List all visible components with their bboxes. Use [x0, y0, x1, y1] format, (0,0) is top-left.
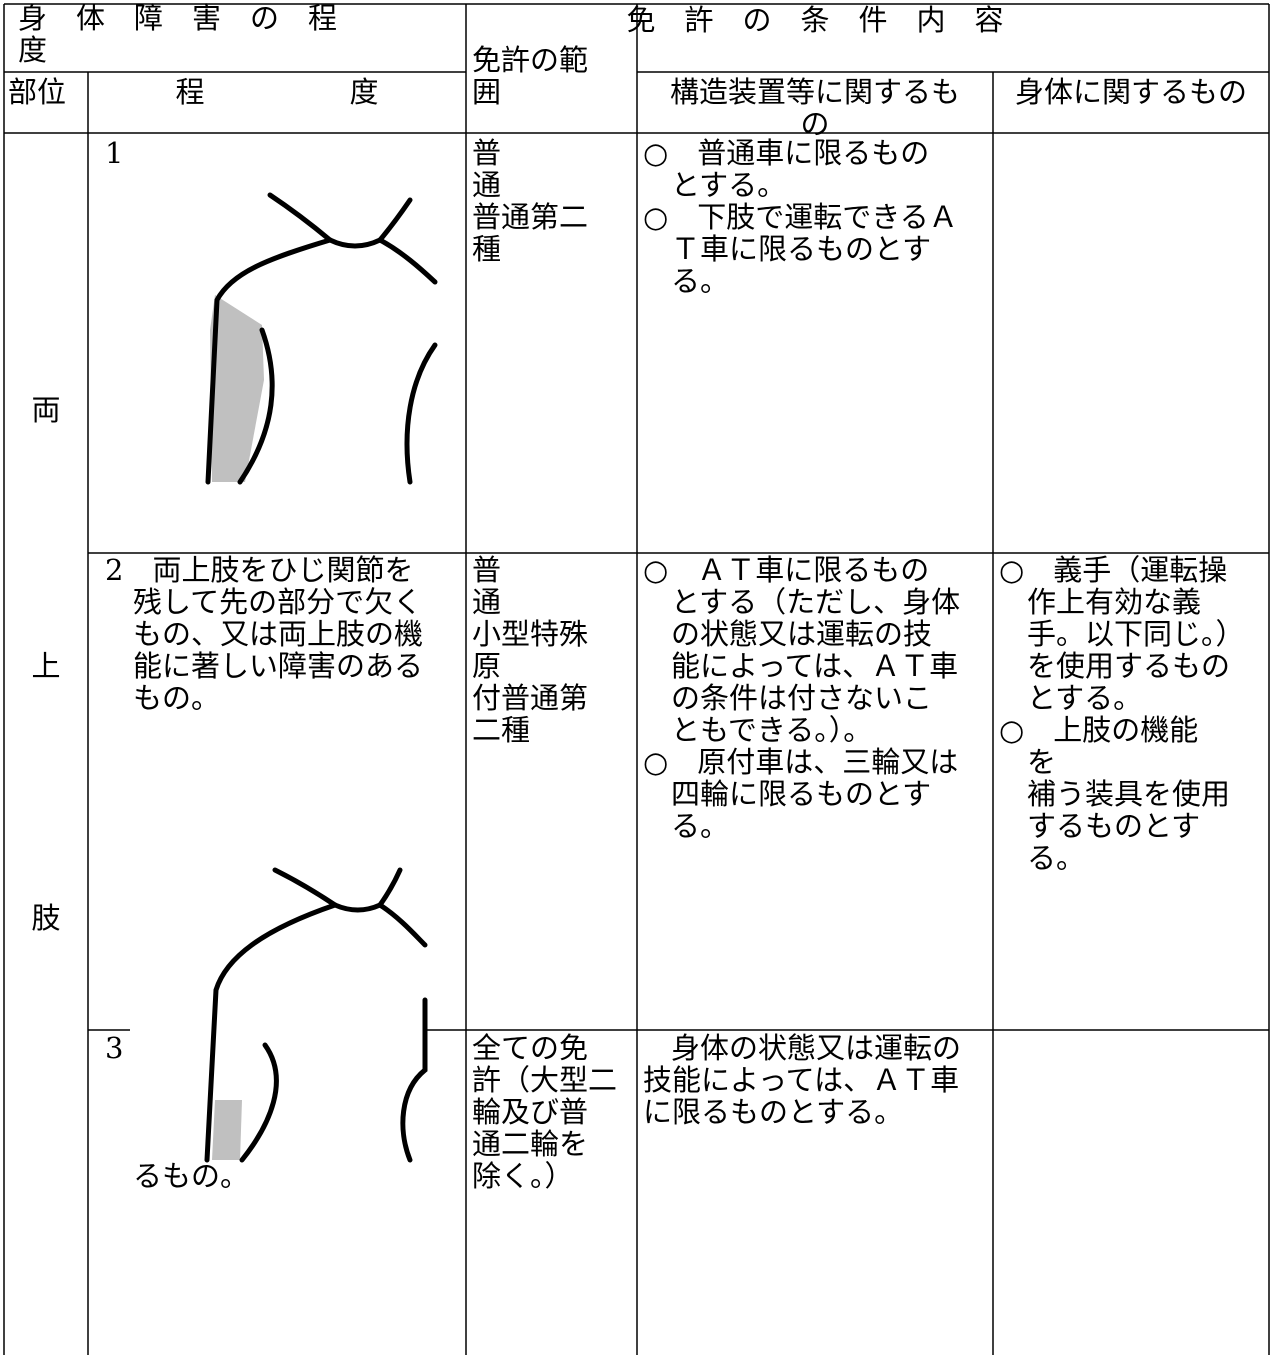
- cell-text: とする（ただし、身体: [671, 585, 960, 619]
- cell-text: 作上有効な義: [1027, 585, 1201, 619]
- cell-text: 輪及び普: [472, 1095, 588, 1129]
- cell-text: 許（大型二: [472, 1063, 617, 1097]
- cell-text: 3: [105, 1031, 123, 1065]
- cell-text: 普: [472, 136, 501, 170]
- cell-text: Ｔ車に限るものとす: [671, 232, 931, 266]
- body-illustration: [110, 190, 438, 485]
- cell-text: とする。: [671, 168, 786, 202]
- cell-text: 通二輪を: [472, 1127, 588, 1161]
- cell-text: 手。以下同じ。）: [1027, 617, 1245, 651]
- cell-text: の条件は付さないこ: [671, 681, 932, 715]
- cell-text: の状態又は運転の技: [671, 617, 932, 651]
- cell-text: 技能によっては、ＡＴ車: [643, 1063, 959, 1097]
- cell-text: るもの。: [133, 1159, 249, 1193]
- cell-text: 両: [31, 393, 60, 427]
- cell-text: するものとす: [1027, 809, 1200, 843]
- cell-text: 上: [31, 649, 60, 683]
- body-illustration: [130, 860, 428, 1163]
- cell-text: 除く。）: [472, 1159, 574, 1193]
- cell-text: とする。: [1027, 681, 1142, 715]
- cell-text: を使用するもの: [1027, 649, 1230, 683]
- cell-text: 免 許 の 条 件 内 容: [626, 3, 1003, 37]
- cell-text: 免許の範: [472, 43, 588, 77]
- cell-text: る。: [671, 264, 729, 298]
- cell-text: 身体に関するもの: [1015, 75, 1247, 109]
- cell-text: 付普通第: [472, 681, 588, 715]
- cell-text: ○ 上肢の機能: [999, 713, 1198, 747]
- cell-text: る。: [1027, 841, 1085, 875]
- cell-text: ○ 普通車に限るもの: [643, 136, 929, 170]
- cell-text: 四輪に限るものとす: [671, 777, 931, 811]
- cell-text: 通: [472, 168, 501, 202]
- cell-text: を: [1027, 745, 1056, 779]
- cell-text: ともできる。）。: [671, 713, 872, 747]
- cell-text: に限るものとする。: [643, 1095, 903, 1129]
- cell-text: 身体の状態又は運転の: [671, 1031, 961, 1065]
- cell-text: 二種: [472, 713, 530, 747]
- cell-text: 補う装具を使用: [1027, 777, 1230, 811]
- cell-text: 残して先の部分で欠く: [133, 585, 422, 619]
- cell-text: 度: [18, 33, 47, 67]
- cell-text: る。: [671, 809, 729, 843]
- cell-text: 肢: [31, 901, 60, 935]
- cell-text: 1: [105, 136, 123, 170]
- cell-text: ○ 義手（運転操: [999, 553, 1227, 587]
- cell-text: 普通第二: [472, 200, 588, 234]
- cell-text: 囲: [472, 75, 501, 109]
- cell-text: 構造装置等に関するも: [670, 75, 960, 109]
- cell-text: 程 度: [175, 75, 378, 109]
- cell-text: 2 両上肢をひじ関節を: [105, 553, 413, 587]
- cell-text: 種: [472, 232, 501, 266]
- cell-text: 能によっては、ＡＴ車: [671, 649, 958, 683]
- cell-text: 身 体 障 害 の 程: [18, 1, 337, 35]
- cell-text: 全ての免: [472, 1031, 588, 1065]
- cell-text: もの、又は両上肢の機: [133, 617, 423, 651]
- cell-text: 小型特殊: [472, 617, 588, 651]
- cell-text: 通: [472, 585, 501, 619]
- cell-text: の: [800, 107, 829, 141]
- cell-text: ○ ＡＴ車に限るもの: [643, 553, 929, 587]
- cell-text: 普: [472, 553, 501, 587]
- cell-text: ○ 原付車は、三輪又は: [643, 745, 958, 779]
- cell-text: もの。: [133, 681, 220, 715]
- cell-text: 部位: [8, 75, 66, 109]
- cell-text: 原: [472, 649, 501, 683]
- cell-text: 能に著しい障害のある: [133, 649, 423, 683]
- cell-text: ○ 下肢で運転できるＡ: [643, 200, 958, 234]
